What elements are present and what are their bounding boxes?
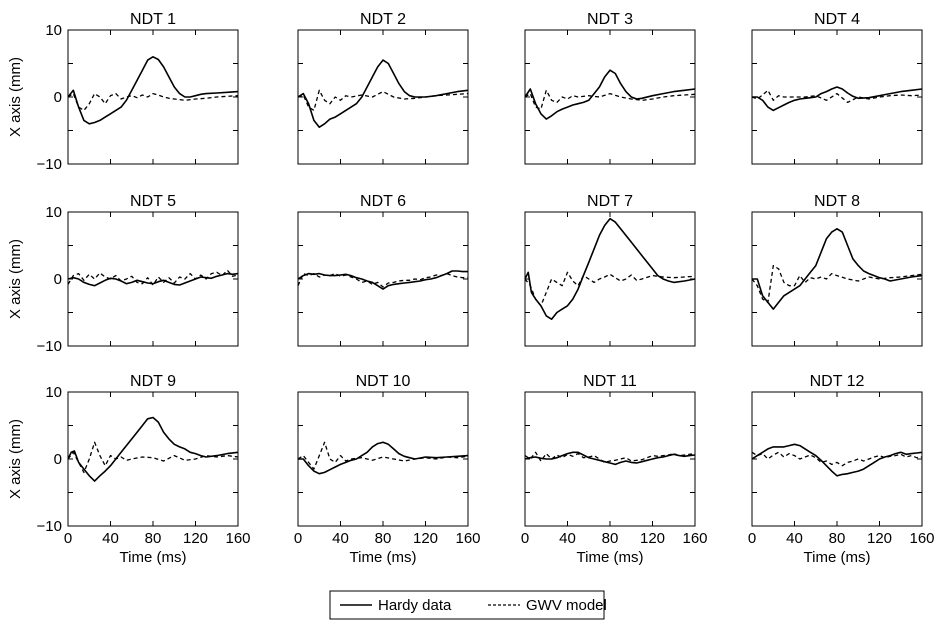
series-line-hardy-data (752, 228, 923, 310)
x-tick-label: 160 (909, 530, 934, 547)
plot-frame (524, 29, 696, 165)
legend-box (329, 590, 605, 620)
panel-title: NDT 9 (130, 373, 176, 390)
x-tick-label: 0 (521, 530, 529, 547)
panel-title: NDT 6 (360, 193, 406, 210)
series-line-hardy-data (67, 56, 239, 125)
x-tick-label: 120 (640, 530, 665, 547)
panel-3: NDT 3 (524, 11, 696, 165)
y-axis-label: X axis (mm) (7, 239, 24, 319)
x-tick-label: 0 (64, 530, 72, 547)
panel-title: NDT 1 (130, 11, 176, 28)
series-line-gwv-model (67, 269, 239, 286)
panel-title: NDT 11 (583, 373, 637, 390)
panel-1: NDT 1 −10 0 10 X axis (mm) (7, 11, 239, 173)
panel-7: NDT 7 (524, 193, 696, 347)
series-line-gwv-model (524, 451, 696, 464)
series-line-hardy-data (524, 451, 696, 466)
x-tick-label: 160 (682, 530, 707, 547)
x-tick-label: 40 (332, 530, 349, 547)
series-line-hardy-data (524, 69, 696, 120)
series-line-hardy-data (67, 416, 239, 482)
x-tick-label: 80 (375, 530, 392, 547)
x-tick-label: 160 (455, 530, 480, 547)
plot-frame (67, 211, 239, 347)
x-tick-label: 80 (829, 530, 846, 547)
series-line-gwv-model (297, 272, 468, 288)
y-tick-label: 10 (45, 22, 62, 39)
series-line-hardy-data (524, 217, 696, 320)
plot-frame (67, 391, 239, 527)
x-axis-label: Time (ms) (804, 549, 871, 566)
panel-10: NDT 10 0 40 80 120 160 Time (ms) (294, 373, 481, 566)
series-line-gwv-model (297, 89, 469, 112)
y-tick-label: 0 (54, 89, 62, 106)
series-line-gwv-model (297, 441, 469, 470)
legend-label-gwv-model: GWV model (526, 597, 607, 614)
plot-frame (751, 391, 923, 527)
y-tick-label: −10 (37, 156, 62, 173)
panel-2: NDT 2 (297, 11, 469, 165)
x-tick-label: 120 (413, 530, 438, 547)
series-line-hardy-data (67, 272, 239, 287)
x-axis-label: Time (ms) (577, 549, 644, 566)
series-line-gwv-model (751, 451, 923, 467)
panel-title: NDT 5 (130, 193, 176, 210)
x-tick-label: 80 (602, 530, 619, 547)
plot-frame (297, 211, 469, 347)
series-line-gwv-model (524, 271, 696, 307)
x-tick-label: 40 (102, 530, 119, 547)
plot-frame (297, 391, 469, 527)
y-tick-label: 10 (45, 384, 62, 401)
x-tick-label: 0 (294, 530, 302, 547)
y-tick-label: −10 (37, 338, 62, 355)
series-line-hardy-data (297, 59, 469, 128)
y-tick-label: 10 (45, 204, 62, 221)
panel-8: NDT 8 (751, 193, 923, 347)
panel-5: NDT 5 −10 0 10 X axis (mm) (7, 193, 239, 355)
y-axis-label: X axis (mm) (7, 419, 24, 499)
y-axis-label: X axis (mm) (7, 57, 24, 137)
x-tick-label: 80 (145, 530, 162, 547)
x-tick-label: 40 (786, 530, 803, 547)
plot-frame (297, 29, 469, 165)
x-tick-label: 120 (183, 530, 208, 547)
series-line-gwv-model (751, 89, 923, 104)
plot-frame (524, 211, 696, 347)
x-tick-label: 120 (867, 530, 892, 547)
x-tick-label: 0 (748, 530, 756, 547)
y-tick-label: 0 (54, 271, 62, 288)
series-line-gwv-model (67, 441, 239, 474)
series-line-hardy-data (751, 443, 923, 477)
series-line-hardy-data (752, 86, 923, 112)
x-axis-label: Time (ms) (120, 549, 187, 566)
x-tick-label: 160 (225, 530, 250, 547)
panel-title: NDT 7 (587, 193, 633, 210)
y-tick-label: 0 (54, 451, 62, 468)
x-tick-label: 40 (559, 530, 576, 547)
panel-title: NDT 10 (356, 373, 411, 390)
panel-title: NDT 8 (814, 193, 860, 210)
y-tick-label: −10 (37, 518, 62, 535)
panel-title: NDT 12 (810, 373, 865, 390)
x-axis-label: Time (ms) (350, 549, 417, 566)
panel-4: NDT 4 (751, 11, 923, 165)
series-line-gwv-model (67, 92, 239, 112)
panel-12: NDT 12 0 40 80 120 160 Time (ms) (748, 373, 934, 566)
series-line-gwv-model (751, 264, 923, 304)
legend: Hardy data GWV model (329, 590, 607, 620)
legend-label-hardy-data: Hardy data (378, 597, 452, 614)
panel-title: NDT 3 (587, 11, 633, 28)
series-line-gwv-model (524, 89, 696, 110)
panel-title: NDT 4 (814, 11, 860, 28)
panel-6: NDT 6 (297, 193, 469, 347)
panel-11: NDT 11 0 40 80 120 160 Time (ms) (521, 373, 708, 566)
panel-title: NDT 2 (360, 11, 406, 28)
